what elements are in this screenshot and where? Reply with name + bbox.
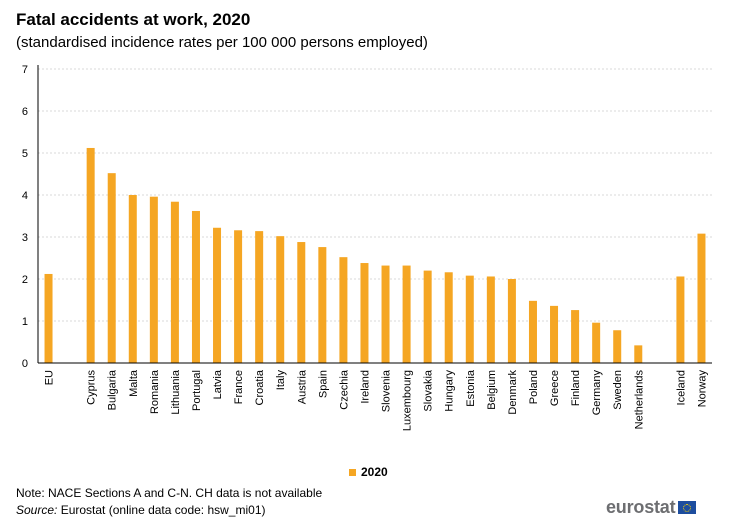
bar-norway — [697, 233, 706, 363]
gridlines — [38, 68, 712, 322]
y-tick-label: 0 — [22, 358, 28, 370]
bars — [44, 147, 706, 363]
bar-malta — [128, 195, 137, 363]
x-tick-label: EU — [44, 370, 56, 385]
x-tick-label: France — [233, 370, 245, 404]
x-tick-label: Czechia — [338, 369, 350, 410]
bar-portugal — [191, 210, 200, 363]
chart-title: Fatal accidents at work, 2020 — [16, 10, 251, 29]
bar-italy — [276, 236, 285, 363]
bar-bulgaria — [107, 173, 116, 363]
eu-flag-icon — [678, 501, 697, 514]
source-line: Source: Eurostat (online data code: hsw_… — [16, 503, 265, 517]
x-tick-label: Slovenia — [381, 369, 393, 412]
bar-austria — [297, 242, 306, 363]
bar-poland — [528, 300, 537, 363]
x-tick-label: Slovakia — [423, 369, 435, 411]
x-tick-label: Cyprus — [86, 370, 98, 405]
x-tick-label: Belgium — [486, 370, 498, 410]
x-axis-labels: EU Cyprus Bulgaria Malta Romania Lithuania Por… — [44, 369, 709, 431]
x-tick-label: Romania — [149, 369, 161, 414]
bar-hungary — [444, 272, 453, 363]
note-text: Note: NACE Sections A and C-N. CH data i… — [16, 486, 323, 500]
source-label: Source: — [16, 503, 58, 517]
y-axis-ticks: 0 1 2 3 4 5 6 7 — [22, 64, 28, 370]
bar-iceland — [676, 276, 685, 363]
y-tick-label: 5 — [22, 148, 28, 160]
bar-estonia — [465, 275, 474, 363]
x-tick-label: Latvia — [212, 369, 224, 399]
x-tick-label: Portugal — [191, 370, 203, 411]
bar-sweden — [613, 330, 622, 363]
bar-croatia — [255, 231, 264, 363]
x-tick-label: Germany — [591, 370, 603, 416]
bar-lithuania — [170, 201, 179, 363]
bar-spain — [318, 247, 327, 363]
x-tick-label: Denmark — [507, 370, 519, 415]
eurostat-logo: eurostat — [606, 497, 697, 518]
legend-label: 2020 — [361, 465, 388, 479]
x-tick-label: Spain — [317, 370, 329, 398]
source-text: Eurostat (online data code: hsw_mi01) — [60, 503, 266, 517]
x-tick-label: Croatia — [254, 369, 266, 405]
axes — [37, 65, 712, 364]
y-tick-label: 2 — [22, 274, 28, 286]
x-tick-label: Austria — [296, 369, 308, 404]
x-tick-label: Sweden — [612, 370, 624, 410]
x-tick-label: Italy — [275, 370, 287, 391]
bar-czechia — [339, 257, 348, 363]
x-tick-label: Norway — [696, 370, 708, 408]
bar-greece — [550, 305, 559, 363]
x-tick-label: Greece — [549, 370, 561, 406]
logo-text: eurostat — [606, 497, 676, 517]
y-tick-label: 3 — [22, 232, 28, 244]
bar-netherlands — [634, 345, 643, 363]
x-tick-label: Bulgaria — [107, 369, 119, 410]
x-tick-label: Lithuania — [170, 369, 182, 415]
bar-belgium — [486, 276, 495, 363]
x-tick-label: Hungary — [444, 370, 456, 412]
legend: 2020 — [349, 465, 388, 479]
bar-cyprus — [86, 147, 95, 363]
y-tick-label: 6 — [22, 106, 28, 118]
chart-subtitle: (standardised incidence rates per 100 00… — [16, 34, 428, 51]
x-tick-label: Estonia — [465, 369, 477, 407]
x-tick-label: Finland — [570, 370, 582, 406]
bar-germany — [592, 322, 601, 363]
bar-slovakia — [423, 270, 432, 363]
bar-luxembourg — [402, 265, 411, 363]
bar-latvia — [213, 227, 222, 363]
x-tick-label: Netherlands — [633, 370, 645, 430]
x-tick-label: Iceland — [675, 370, 687, 405]
x-tick-label: Malta — [128, 369, 140, 397]
y-tick-label: 1 — [22, 316, 28, 328]
legend-swatch — [349, 468, 356, 476]
y-tick-label: 7 — [22, 64, 28, 76]
bar-france — [234, 230, 243, 363]
bar-eu — [44, 273, 53, 363]
bar-romania — [149, 196, 158, 363]
x-tick-label: Poland — [528, 370, 540, 404]
y-tick-label: 4 — [22, 190, 28, 202]
bar-ireland — [360, 263, 369, 363]
bar-denmark — [507, 279, 516, 363]
bar-slovenia — [381, 265, 390, 363]
x-tick-label: Luxembourg — [402, 370, 414, 431]
bar-finland — [571, 310, 580, 363]
x-tick-label: Ireland — [359, 370, 371, 404]
